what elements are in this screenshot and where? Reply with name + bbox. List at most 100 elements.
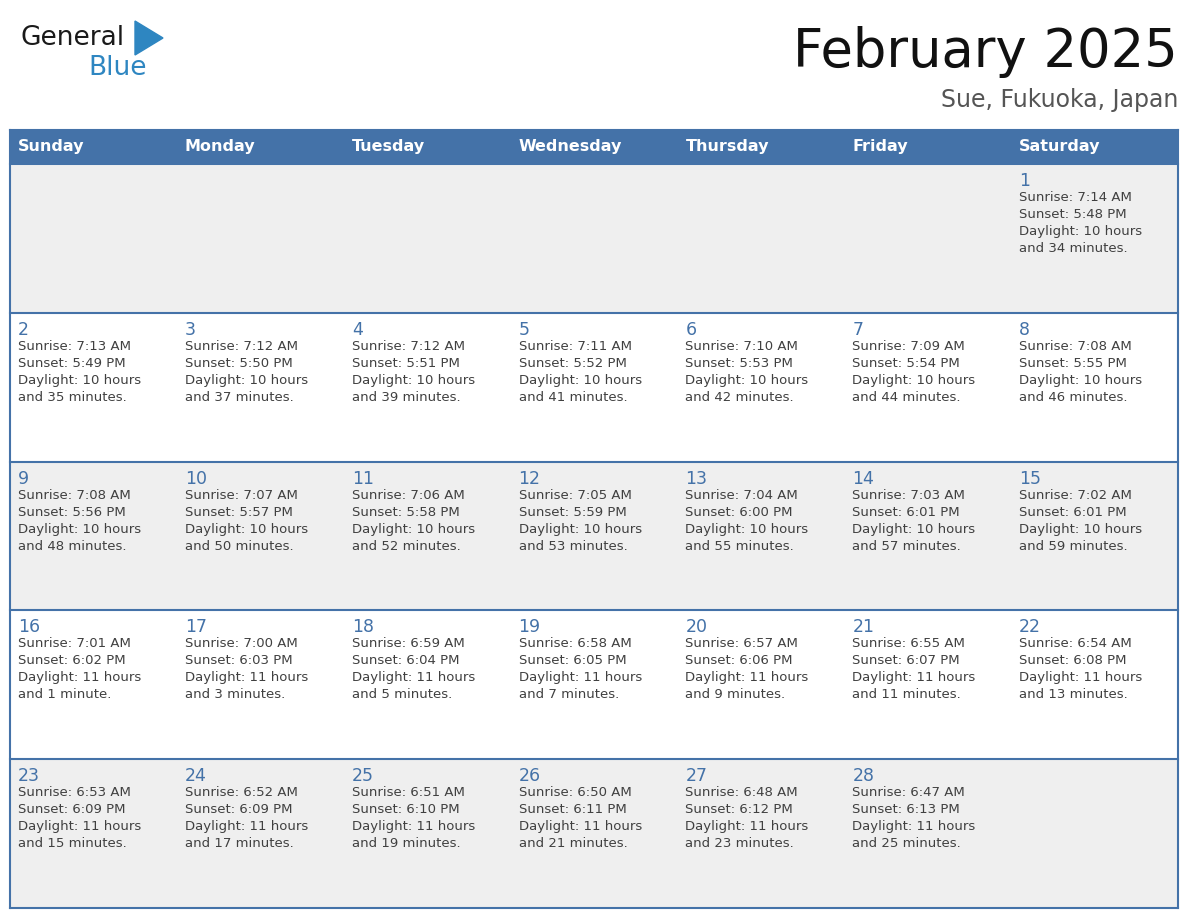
Bar <box>1011 130 1178 164</box>
Text: Saturday: Saturday <box>1019 140 1100 154</box>
Text: Sunset: 6:03 PM: Sunset: 6:03 PM <box>185 655 292 667</box>
Text: Sunrise: 7:09 AM: Sunrise: 7:09 AM <box>852 340 965 353</box>
Bar <box>10 130 177 164</box>
Bar <box>10 610 1178 759</box>
Text: Tuesday: Tuesday <box>352 140 425 154</box>
Text: 17: 17 <box>185 619 207 636</box>
Text: 2: 2 <box>18 320 29 339</box>
Text: Sunset: 6:07 PM: Sunset: 6:07 PM <box>852 655 960 667</box>
Text: and 44 minutes.: and 44 minutes. <box>852 391 961 404</box>
Text: Daylight: 10 hours: Daylight: 10 hours <box>852 522 975 535</box>
Text: and 46 minutes.: and 46 minutes. <box>1019 391 1127 404</box>
Text: Sunrise: 6:51 AM: Sunrise: 6:51 AM <box>352 786 465 800</box>
Text: and 17 minutes.: and 17 minutes. <box>185 837 293 850</box>
Text: and 21 minutes.: and 21 minutes. <box>519 837 627 850</box>
Text: Sunset: 5:59 PM: Sunset: 5:59 PM <box>519 506 626 519</box>
Text: Sunset: 5:51 PM: Sunset: 5:51 PM <box>352 357 460 370</box>
Bar <box>10 164 1178 313</box>
Text: 28: 28 <box>852 767 874 785</box>
Text: Daylight: 11 hours: Daylight: 11 hours <box>685 820 809 834</box>
Text: and 52 minutes.: and 52 minutes. <box>352 540 461 553</box>
Text: 11: 11 <box>352 470 374 487</box>
Text: Sunset: 5:57 PM: Sunset: 5:57 PM <box>185 506 292 519</box>
Text: Sunrise: 7:14 AM: Sunrise: 7:14 AM <box>1019 191 1132 204</box>
Text: Friday: Friday <box>852 140 908 154</box>
Text: 1: 1 <box>1019 172 1030 190</box>
Text: and 57 minutes.: and 57 minutes. <box>852 540 961 553</box>
Bar <box>177 130 343 164</box>
Text: and 55 minutes.: and 55 minutes. <box>685 540 795 553</box>
Text: Daylight: 10 hours: Daylight: 10 hours <box>685 522 809 535</box>
Text: and 25 minutes.: and 25 minutes. <box>852 837 961 850</box>
Text: Sunrise: 6:53 AM: Sunrise: 6:53 AM <box>18 786 131 800</box>
Text: Sunrise: 7:00 AM: Sunrise: 7:00 AM <box>185 637 298 650</box>
Bar <box>343 130 511 164</box>
Bar <box>511 130 677 164</box>
Text: and 23 minutes.: and 23 minutes. <box>685 837 795 850</box>
Text: and 59 minutes.: and 59 minutes. <box>1019 540 1127 553</box>
Text: Sunrise: 6:57 AM: Sunrise: 6:57 AM <box>685 637 798 650</box>
Text: Sunset: 6:09 PM: Sunset: 6:09 PM <box>185 803 292 816</box>
Text: Daylight: 11 hours: Daylight: 11 hours <box>1019 671 1143 685</box>
Text: Sunrise: 7:02 AM: Sunrise: 7:02 AM <box>1019 488 1132 501</box>
Polygon shape <box>135 21 163 55</box>
Text: Sunrise: 7:08 AM: Sunrise: 7:08 AM <box>1019 340 1132 353</box>
Text: Daylight: 11 hours: Daylight: 11 hours <box>519 671 642 685</box>
Text: Sunrise: 7:03 AM: Sunrise: 7:03 AM <box>852 488 965 501</box>
Text: Sunrise: 7:11 AM: Sunrise: 7:11 AM <box>519 340 632 353</box>
Text: Sunset: 6:12 PM: Sunset: 6:12 PM <box>685 803 794 816</box>
Text: and 13 minutes.: and 13 minutes. <box>1019 688 1127 701</box>
Text: Daylight: 11 hours: Daylight: 11 hours <box>18 820 141 834</box>
Text: Sunrise: 6:48 AM: Sunrise: 6:48 AM <box>685 786 798 800</box>
Text: Daylight: 11 hours: Daylight: 11 hours <box>185 820 308 834</box>
Text: 25: 25 <box>352 767 374 785</box>
Text: Sunset: 5:54 PM: Sunset: 5:54 PM <box>852 357 960 370</box>
Text: Sunrise: 7:13 AM: Sunrise: 7:13 AM <box>18 340 131 353</box>
Text: and 41 minutes.: and 41 minutes. <box>519 391 627 404</box>
Text: Daylight: 11 hours: Daylight: 11 hours <box>18 671 141 685</box>
Text: 15: 15 <box>1019 470 1041 487</box>
Text: and 1 minute.: and 1 minute. <box>18 688 112 701</box>
Text: Sunrise: 6:50 AM: Sunrise: 6:50 AM <box>519 786 631 800</box>
Text: Daylight: 11 hours: Daylight: 11 hours <box>519 820 642 834</box>
Text: Sunset: 6:05 PM: Sunset: 6:05 PM <box>519 655 626 667</box>
Text: 22: 22 <box>1019 619 1041 636</box>
Text: Sunrise: 7:07 AM: Sunrise: 7:07 AM <box>185 488 298 501</box>
Text: 21: 21 <box>852 619 874 636</box>
Text: Daylight: 10 hours: Daylight: 10 hours <box>519 522 642 535</box>
Text: Sunset: 6:01 PM: Sunset: 6:01 PM <box>852 506 960 519</box>
Text: Sunrise: 6:52 AM: Sunrise: 6:52 AM <box>185 786 298 800</box>
Text: Sunset: 6:09 PM: Sunset: 6:09 PM <box>18 803 126 816</box>
Text: 9: 9 <box>18 470 30 487</box>
Text: Sunrise: 7:05 AM: Sunrise: 7:05 AM <box>519 488 632 501</box>
Bar <box>677 130 845 164</box>
Text: Sunrise: 7:12 AM: Sunrise: 7:12 AM <box>185 340 298 353</box>
Text: Sunset: 6:00 PM: Sunset: 6:00 PM <box>685 506 792 519</box>
Text: Daylight: 10 hours: Daylight: 10 hours <box>185 374 308 386</box>
Text: Daylight: 10 hours: Daylight: 10 hours <box>1019 225 1143 238</box>
Text: Sunset: 5:53 PM: Sunset: 5:53 PM <box>685 357 794 370</box>
Text: 16: 16 <box>18 619 40 636</box>
Text: and 34 minutes.: and 34 minutes. <box>1019 242 1127 255</box>
Text: and 15 minutes.: and 15 minutes. <box>18 837 127 850</box>
Text: 6: 6 <box>685 320 696 339</box>
Text: Sunset: 6:04 PM: Sunset: 6:04 PM <box>352 655 460 667</box>
Text: 8: 8 <box>1019 320 1030 339</box>
Text: and 11 minutes.: and 11 minutes. <box>852 688 961 701</box>
Text: Sunrise: 7:10 AM: Sunrise: 7:10 AM <box>685 340 798 353</box>
Text: and 9 minutes.: and 9 minutes. <box>685 688 785 701</box>
Text: 14: 14 <box>852 470 874 487</box>
Text: Daylight: 11 hours: Daylight: 11 hours <box>685 671 809 685</box>
Text: Sunset: 6:06 PM: Sunset: 6:06 PM <box>685 655 792 667</box>
Text: 23: 23 <box>18 767 40 785</box>
Text: Sunrise: 6:55 AM: Sunrise: 6:55 AM <box>852 637 965 650</box>
Text: Sunrise: 6:59 AM: Sunrise: 6:59 AM <box>352 637 465 650</box>
Text: Sunrise: 6:54 AM: Sunrise: 6:54 AM <box>1019 637 1132 650</box>
Text: Daylight: 11 hours: Daylight: 11 hours <box>352 820 475 834</box>
Text: Sunset: 6:11 PM: Sunset: 6:11 PM <box>519 803 626 816</box>
Text: 18: 18 <box>352 619 374 636</box>
Text: Sunday: Sunday <box>18 140 84 154</box>
Bar <box>10 462 1178 610</box>
Text: 26: 26 <box>519 767 541 785</box>
Text: Daylight: 10 hours: Daylight: 10 hours <box>519 374 642 386</box>
